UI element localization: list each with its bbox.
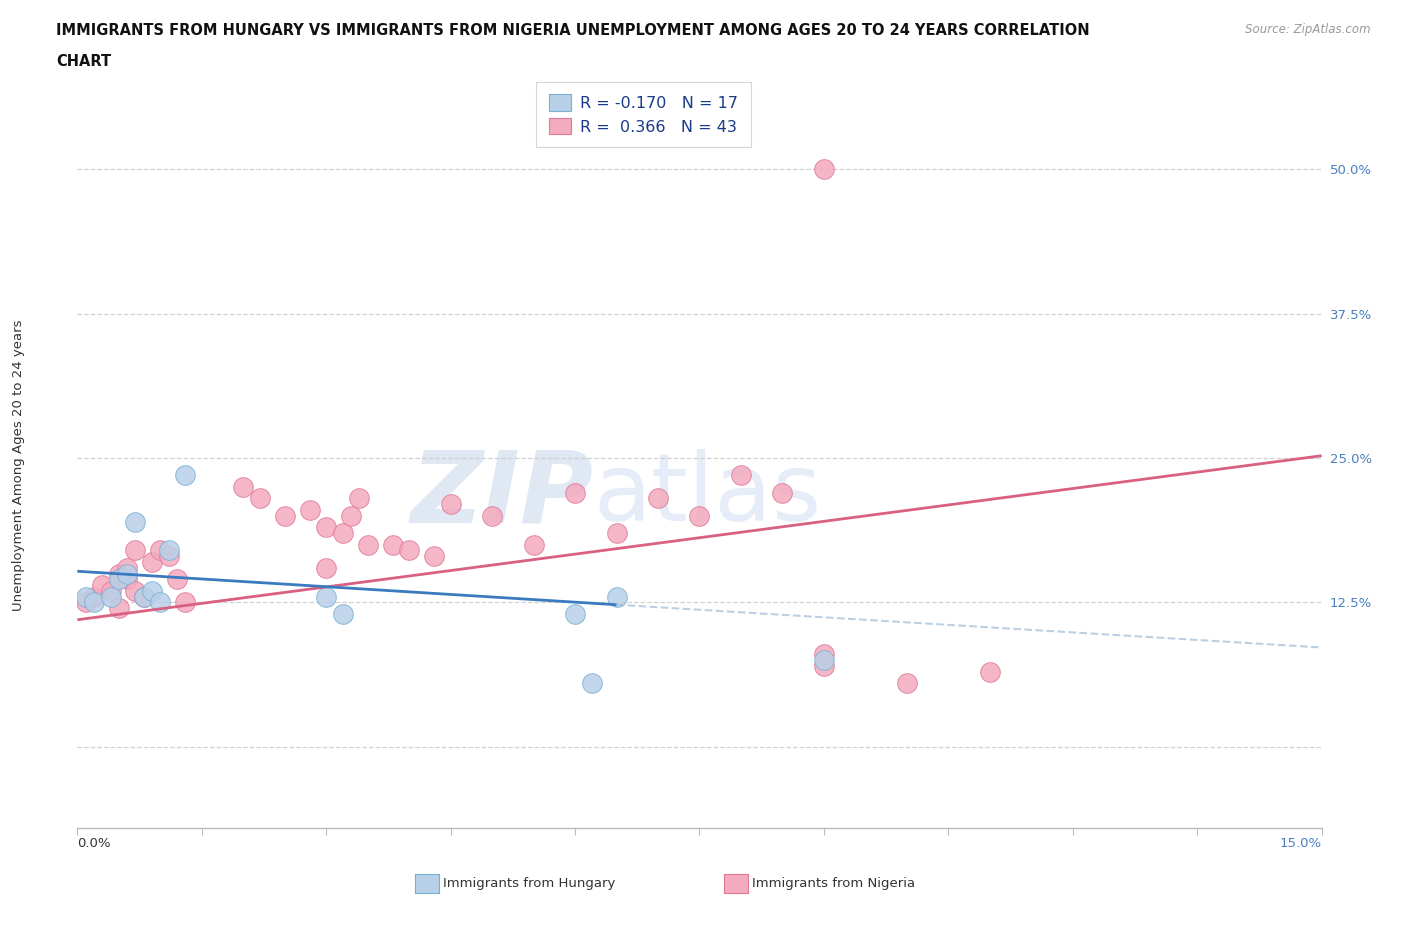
Point <box>606 525 628 540</box>
Point <box>896 676 918 691</box>
Point <box>132 590 155 604</box>
Point <box>440 497 463 512</box>
Point <box>115 566 138 581</box>
Point <box>523 538 546 552</box>
Point <box>166 572 188 587</box>
Point <box>564 485 586 500</box>
Point <box>315 520 337 535</box>
Point <box>174 595 197 610</box>
Point <box>149 595 172 610</box>
Point <box>141 554 163 569</box>
Point <box>398 543 420 558</box>
Text: ZIP: ZIP <box>411 446 593 543</box>
Point <box>357 538 380 552</box>
Point <box>124 583 146 598</box>
Point <box>349 491 371 506</box>
Point <box>124 543 146 558</box>
Point <box>115 561 138 576</box>
Point <box>813 658 835 673</box>
Point <box>564 606 586 621</box>
Point <box>647 491 669 506</box>
Point <box>124 514 146 529</box>
Point <box>149 543 172 558</box>
Point <box>141 583 163 598</box>
Text: Unemployment Among Ages 20 to 24 years: Unemployment Among Ages 20 to 24 years <box>11 319 25 611</box>
Point <box>274 509 297 524</box>
Point <box>298 502 321 517</box>
Point <box>606 590 628 604</box>
Point <box>813 162 835 177</box>
Text: 15.0%: 15.0% <box>1279 837 1322 850</box>
Text: Source: ZipAtlas.com: Source: ZipAtlas.com <box>1246 23 1371 36</box>
Text: Immigrants from Nigeria: Immigrants from Nigeria <box>752 877 915 890</box>
Point <box>75 590 97 604</box>
Point <box>772 485 794 500</box>
Point <box>423 549 446 564</box>
Point <box>100 590 122 604</box>
Legend: R = -0.170   N = 17, R =  0.366   N = 43: R = -0.170 N = 17, R = 0.366 N = 43 <box>536 82 751 148</box>
Point <box>83 595 105 610</box>
Point <box>340 509 363 524</box>
Point <box>174 468 197 483</box>
Point <box>381 538 404 552</box>
Point <box>315 561 337 576</box>
Point <box>730 468 752 483</box>
Point <box>581 676 603 691</box>
Point <box>108 601 131 616</box>
Point <box>332 525 354 540</box>
Point <box>232 480 254 495</box>
Point <box>108 566 131 581</box>
Point <box>132 590 155 604</box>
Point <box>813 653 835 668</box>
Point <box>75 595 97 610</box>
Text: Immigrants from Hungary: Immigrants from Hungary <box>443 877 616 890</box>
Text: atlas: atlas <box>593 449 823 541</box>
Point <box>689 509 711 524</box>
Point <box>157 549 180 564</box>
Point <box>249 491 271 506</box>
Point <box>332 606 354 621</box>
Point <box>813 647 835 662</box>
Point <box>979 664 1001 679</box>
Text: 0.0%: 0.0% <box>77 837 111 850</box>
Point <box>315 590 337 604</box>
Text: CHART: CHART <box>56 54 111 69</box>
Point <box>100 583 122 598</box>
Point <box>481 509 503 524</box>
Point <box>115 572 138 587</box>
Point <box>91 578 114 592</box>
Text: IMMIGRANTS FROM HUNGARY VS IMMIGRANTS FROM NIGERIA UNEMPLOYMENT AMONG AGES 20 TO: IMMIGRANTS FROM HUNGARY VS IMMIGRANTS FR… <box>56 23 1090 38</box>
Point <box>108 572 131 587</box>
Point <box>83 590 105 604</box>
Point <box>157 543 180 558</box>
